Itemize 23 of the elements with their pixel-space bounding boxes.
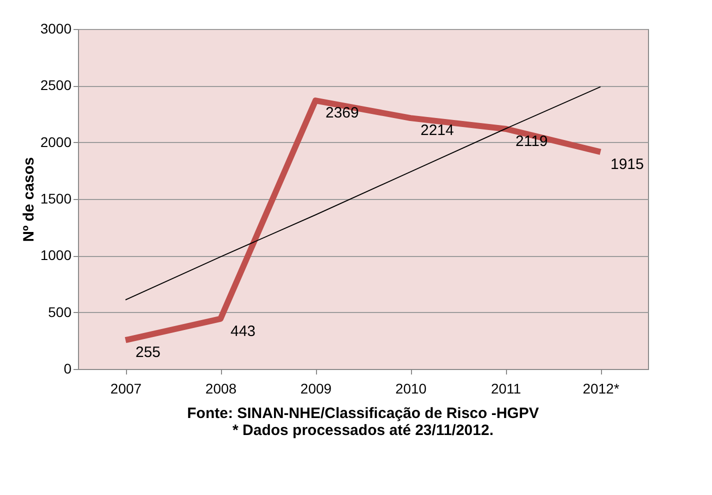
line-series xyxy=(125,86,601,300)
data-label: 1915 xyxy=(610,156,644,173)
x-tick-label: 2008 xyxy=(205,380,237,396)
text: * Dados processados até 23/11/2012. xyxy=(232,422,494,439)
y-axis-title: Nº de casos xyxy=(20,157,38,242)
data-label: 2369 xyxy=(326,104,359,122)
data-label: 255 xyxy=(136,344,161,362)
y-tick-label: 3000 xyxy=(40,20,72,36)
data-label: 443 xyxy=(230,322,256,340)
data-label: 2214 xyxy=(420,122,454,140)
y-tick-label: 1000 xyxy=(40,247,72,264)
x-tick-label: 2007 xyxy=(110,380,142,396)
x-tick-label: 2009 xyxy=(300,380,332,396)
y-tick-label: 1500 xyxy=(40,190,72,206)
y-tick-label: 2000 xyxy=(40,134,72,150)
x-tick-label: 2011 xyxy=(490,380,522,396)
x-tick-label: 2010 xyxy=(395,380,427,396)
y-tick-label: 500 xyxy=(48,304,72,320)
data-label: 2119 xyxy=(516,132,548,150)
x-tick-label: 2012* xyxy=(582,380,620,396)
y-tick-label: 2500 xyxy=(40,77,72,94)
source-note: Fonte: SINAN-NHE/Classificação de Risco -HGPV xyxy=(187,405,539,422)
y-tick-label: 0 xyxy=(64,360,72,376)
